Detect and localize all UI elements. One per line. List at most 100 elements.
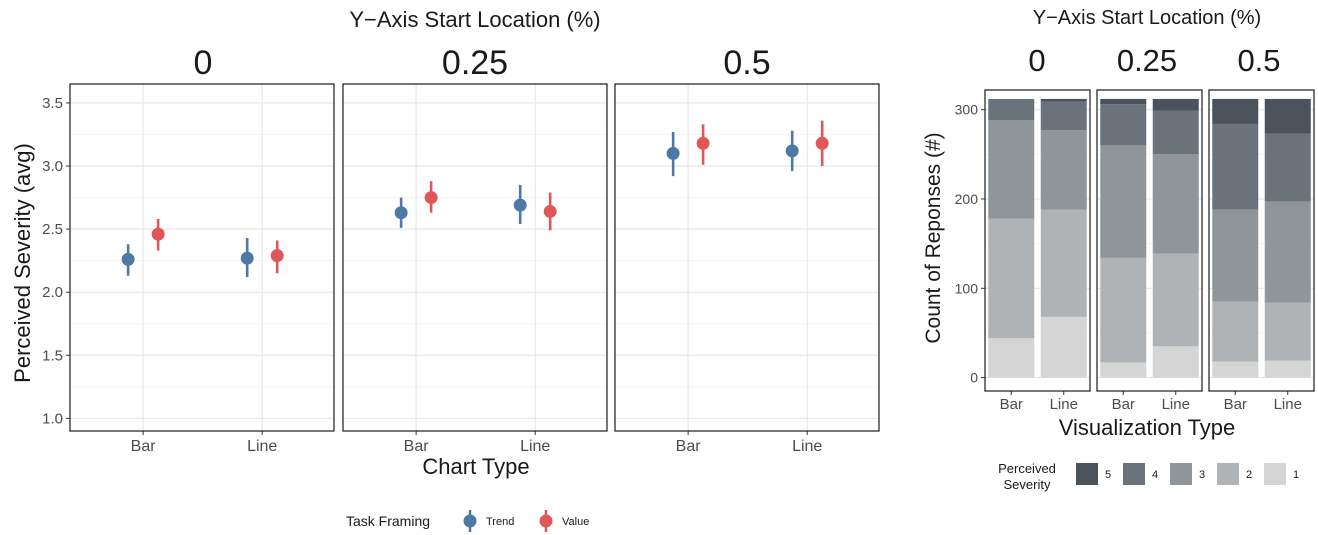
bar-segment-severity-3 (1152, 154, 1199, 254)
legend-label-trend: Trend (486, 516, 514, 528)
legend-key-severity-4 (1123, 463, 1145, 485)
bar-segment-severity-2 (988, 218, 1035, 339)
y-tick-label: 200 (955, 191, 979, 207)
left-y-tick-labels: 1.0 1.5 2.0 2.5 3.0 3.5 (42, 95, 70, 427)
bar-segment-severity-3 (1040, 130, 1087, 210)
left-panel-0.5: Bar Line (614, 83, 880, 455)
bar-segment-severity-1 (1152, 346, 1199, 378)
bar-segment-severity-4 (1264, 133, 1311, 202)
legend-key-severity-5 (1076, 463, 1098, 485)
x-tick-label: Bar (131, 438, 157, 455)
point-trend (666, 146, 680, 160)
bar-segment-severity-5 (1040, 98, 1087, 102)
x-tick-label: Line (1162, 396, 1190, 413)
x-tick-label: Line (792, 438, 822, 455)
panel-background (615, 84, 879, 431)
point-trend (121, 252, 135, 266)
y-tick-label: 1.0 (42, 410, 63, 427)
point-value (270, 249, 284, 263)
x-tick-label: Line (520, 438, 550, 455)
right-panel-0.5: Bar Line (1208, 89, 1315, 413)
bar-segment-severity-2 (1040, 209, 1087, 317)
right-legend-title-line-1: Perceived (998, 461, 1056, 476)
bar-segment-severity-5 (1264, 98, 1311, 134)
bar-segment-severity-2 (1152, 253, 1199, 347)
bar-segment-severity-1 (1212, 361, 1259, 378)
y-tick-label: 3.5 (42, 95, 63, 112)
point-value (815, 136, 829, 150)
legend-label-severity-2: 2 (1246, 469, 1252, 481)
legend-label-severity-5: 5 (1105, 469, 1111, 481)
bar-segment-severity-3 (1100, 145, 1147, 258)
right-facet-label-0.5: 0.5 (1237, 43, 1280, 78)
y-tick-label: 2.0 (42, 284, 63, 301)
bar-segment-severity-4 (1100, 104, 1147, 146)
right-facet-label-0.25: 0.25 (1117, 43, 1177, 78)
point-value (543, 204, 557, 218)
x-tick-label: Bar (1000, 396, 1023, 413)
point-trend (394, 206, 408, 220)
task-framing-legend: Task Framing Trend Value (346, 510, 589, 532)
bar-segment-severity-5 (1152, 98, 1199, 111)
panel-border (342, 83, 608, 432)
panel-background (70, 84, 334, 431)
panel-border (614, 83, 880, 432)
legend-key-point-value (539, 514, 553, 528)
panel-border (69, 83, 335, 432)
left-panel-0.25: Bar Line (342, 83, 608, 455)
bar-segment-severity-2 (1100, 257, 1147, 363)
bar-segment-severity-1 (988, 338, 1035, 378)
legend-label-severity-3: 3 (1199, 469, 1205, 481)
legend-key-severity-2 (1217, 463, 1239, 485)
panel-background (343, 84, 607, 431)
point-value (424, 191, 438, 205)
right-facet-label-0: 0 (1028, 43, 1045, 78)
left-panels: Bar Line Bar Line Bar Line (69, 83, 880, 455)
y-tick-label: 0 (970, 370, 978, 386)
left-chart-title: Y−Axis Start Location (%) (349, 7, 600, 32)
bar-segment-severity-2 (1264, 302, 1311, 361)
left-facet-label-0: 0 (194, 44, 213, 82)
left-panel-0: Bar Line (69, 83, 335, 455)
bar-segment-severity-5 (1212, 98, 1259, 124)
bar-segment-severity-1 (1100, 362, 1147, 378)
y-tick-label: 3.0 (42, 158, 63, 175)
left-facet-label-0.25: 0.25 (442, 44, 508, 82)
bar-segment-severity-4 (988, 98, 1035, 121)
panel-border (1208, 89, 1315, 392)
right-y-tick-labels: 0 100 200 300 (955, 102, 985, 386)
bar-segment-severity-3 (988, 120, 1035, 219)
legend-label-value: Value (562, 516, 589, 528)
point-value (696, 136, 710, 150)
left-y-axis-title: Perceived Severity (avg) (10, 143, 35, 383)
y-tick-label: 1.5 (42, 347, 63, 364)
bar-segment-severity-4 (1040, 101, 1087, 131)
legend-label-severity-4: 4 (1152, 469, 1158, 481)
right-legend-items: 5 4 3 2 1 (1076, 463, 1299, 485)
x-tick-label: Bar (1112, 396, 1135, 413)
severity-pointrange-chart: Y−Axis Start Location (%) 0 0.25 0.5 Bar… (10, 7, 880, 532)
x-tick-label: Bar (1224, 396, 1247, 413)
bar-segment-severity-1 (1264, 360, 1311, 378)
bar-segment-severity-1 (1040, 316, 1087, 378)
perceived-severity-legend: Perceived Severity 5 4 3 2 1 (998, 461, 1299, 492)
point-trend (240, 251, 254, 265)
left-x-axis-title: Chart Type (422, 454, 529, 479)
legend-key-point-trend (463, 514, 477, 528)
legend-label-severity-1: 1 (1293, 469, 1299, 481)
legend-key-severity-3 (1170, 463, 1192, 485)
point-trend (785, 144, 799, 158)
right-panels: Bar Line Bar Line Bar Line (984, 89, 1315, 413)
bar-segment-severity-4 (1152, 110, 1199, 155)
left-legend-items: Trend Value (463, 510, 589, 532)
x-tick-label: Bar (404, 438, 430, 455)
panel-border (1096, 89, 1203, 392)
left-facet-label-0.5: 0.5 (723, 44, 770, 82)
y-tick-label: 100 (955, 280, 979, 296)
y-tick-label: 300 (955, 102, 979, 118)
left-legend-title: Task Framing (346, 513, 430, 529)
x-tick-label: Line (1050, 396, 1078, 413)
x-tick-label: Line (1274, 396, 1302, 413)
bar-segment-severity-3 (1264, 201, 1311, 303)
y-tick-label: 2.5 (42, 221, 63, 238)
